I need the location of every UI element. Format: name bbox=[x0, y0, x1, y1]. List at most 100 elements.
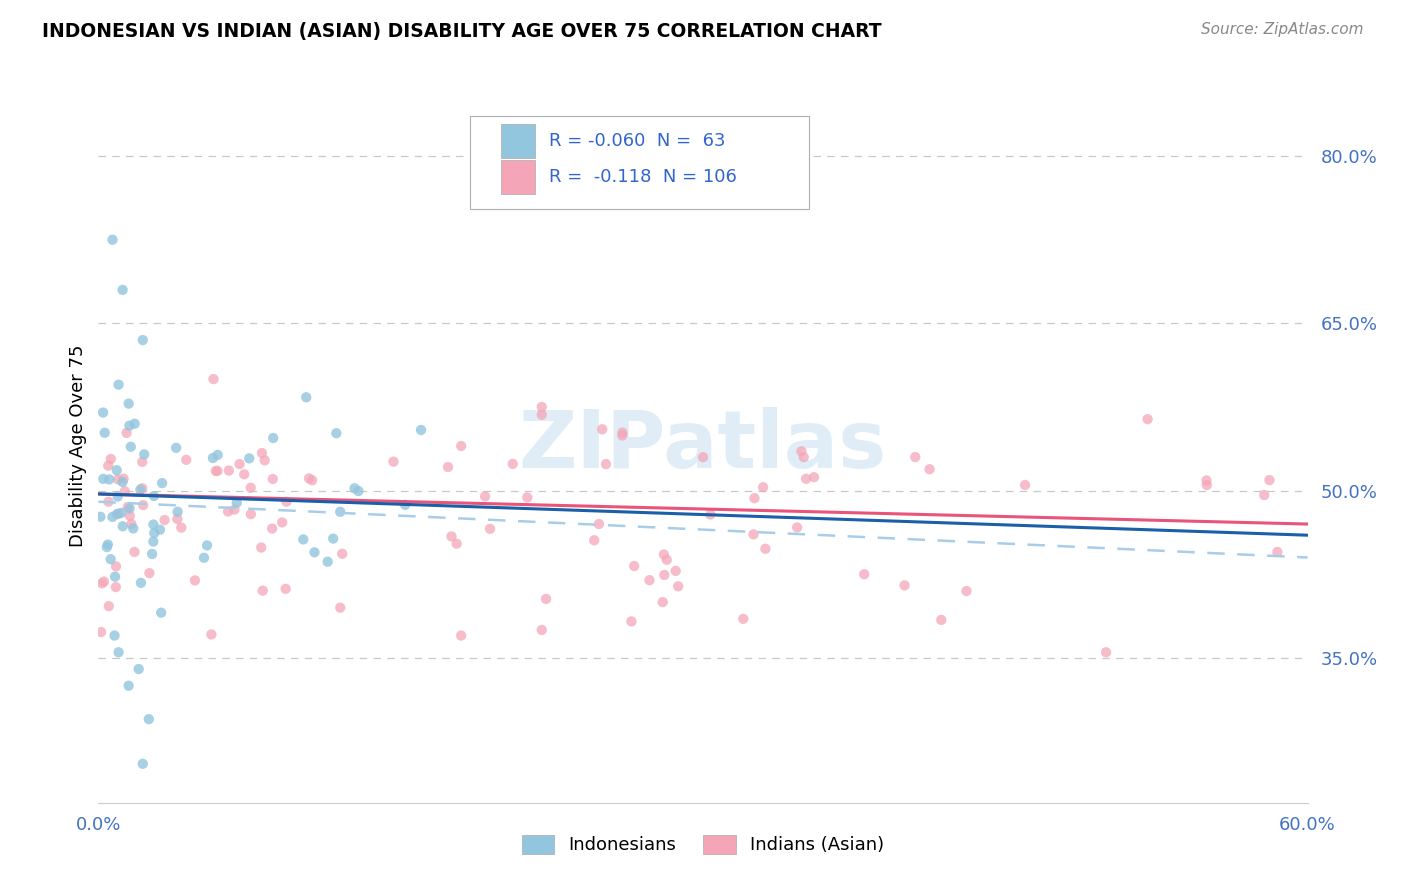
Point bbox=[111, 475, 134, 489]
Point bbox=[250, 541, 273, 555]
Point bbox=[110, 506, 132, 520]
Point bbox=[101, 233, 124, 247]
Point bbox=[744, 491, 766, 506]
Point bbox=[918, 462, 941, 476]
Point bbox=[530, 400, 553, 414]
Text: ZIPatlas: ZIPatlas bbox=[519, 407, 887, 485]
Point bbox=[394, 498, 416, 512]
Point bbox=[929, 613, 952, 627]
Point bbox=[118, 508, 141, 523]
Point bbox=[620, 615, 643, 629]
Point bbox=[131, 481, 153, 495]
Point bbox=[437, 460, 460, 475]
Point bbox=[534, 591, 557, 606]
Point bbox=[292, 533, 315, 547]
Point bbox=[904, 450, 927, 464]
Point bbox=[104, 570, 127, 584]
Point bbox=[274, 582, 297, 596]
Point bbox=[207, 448, 229, 462]
Point bbox=[276, 494, 298, 508]
Point bbox=[253, 453, 276, 467]
Point bbox=[382, 455, 405, 469]
Point bbox=[90, 625, 112, 640]
Point bbox=[132, 498, 155, 512]
Point bbox=[124, 417, 146, 431]
Point bbox=[228, 457, 250, 471]
Point bbox=[124, 545, 146, 559]
Point bbox=[121, 516, 143, 531]
Point bbox=[530, 408, 553, 422]
Point bbox=[117, 500, 139, 514]
Point bbox=[754, 541, 776, 556]
Point bbox=[105, 463, 128, 477]
Point bbox=[107, 645, 129, 659]
Point bbox=[142, 534, 165, 549]
Point bbox=[1195, 478, 1218, 492]
Point bbox=[786, 520, 808, 534]
Bar bbox=[501, 124, 534, 159]
Point bbox=[195, 538, 218, 552]
Point bbox=[1267, 545, 1289, 559]
Point bbox=[239, 481, 262, 495]
Point bbox=[118, 679, 141, 693]
Point bbox=[122, 521, 145, 535]
Point bbox=[330, 547, 353, 561]
Point bbox=[262, 472, 284, 486]
Point bbox=[91, 472, 114, 486]
Point bbox=[638, 573, 661, 587]
Legend: Indonesians, Indians (Asian): Indonesians, Indians (Asian) bbox=[515, 828, 891, 862]
Point bbox=[301, 473, 323, 487]
Point bbox=[304, 545, 326, 559]
Point bbox=[128, 662, 150, 676]
Point bbox=[409, 423, 432, 437]
Point bbox=[170, 521, 193, 535]
Point bbox=[343, 481, 366, 495]
Point bbox=[298, 471, 321, 485]
Point bbox=[790, 444, 813, 458]
Point bbox=[316, 555, 339, 569]
Point bbox=[91, 576, 114, 591]
Point bbox=[96, 540, 118, 554]
Point bbox=[91, 406, 114, 420]
Point bbox=[105, 507, 128, 521]
Point bbox=[205, 464, 228, 478]
Point bbox=[97, 458, 120, 473]
Point bbox=[347, 483, 370, 498]
Point bbox=[612, 425, 634, 440]
Point bbox=[129, 483, 152, 497]
Point bbox=[217, 504, 239, 518]
Point bbox=[104, 580, 127, 594]
Point bbox=[623, 559, 645, 574]
Point bbox=[225, 496, 247, 510]
Point bbox=[184, 574, 207, 588]
Point bbox=[262, 431, 284, 445]
Point bbox=[853, 567, 876, 582]
Point bbox=[665, 564, 688, 578]
Point bbox=[794, 472, 817, 486]
Text: R = -0.060  N =  63: R = -0.060 N = 63 bbox=[550, 132, 725, 150]
Point bbox=[238, 451, 260, 466]
Point bbox=[699, 508, 721, 522]
Point bbox=[89, 509, 111, 524]
Point bbox=[1253, 488, 1275, 502]
Point bbox=[440, 529, 463, 543]
Point bbox=[239, 507, 262, 521]
Point bbox=[101, 510, 124, 524]
Point bbox=[97, 537, 120, 551]
Point bbox=[118, 418, 141, 433]
Point bbox=[150, 606, 173, 620]
Point bbox=[107, 472, 129, 486]
Point bbox=[134, 447, 156, 461]
Point bbox=[118, 396, 141, 410]
Point bbox=[1095, 645, 1118, 659]
Point bbox=[207, 464, 229, 478]
Point bbox=[138, 712, 160, 726]
Point bbox=[1195, 474, 1218, 488]
Point bbox=[98, 472, 121, 486]
Point bbox=[271, 516, 294, 530]
Point bbox=[742, 527, 765, 541]
Point bbox=[200, 627, 222, 641]
Point bbox=[97, 599, 120, 614]
Point bbox=[474, 490, 496, 504]
Point bbox=[93, 574, 115, 589]
